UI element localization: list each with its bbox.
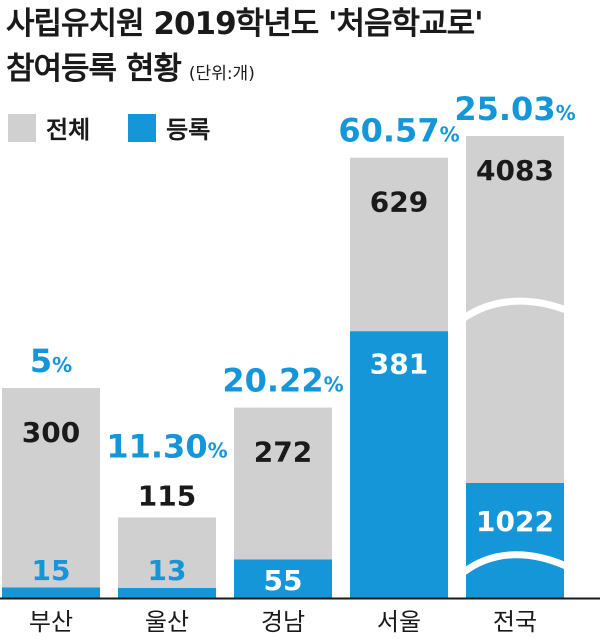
legend-item-registered: 등록 [128,110,210,145]
axis-break-lower [461,551,568,575]
category-label-0: 부산 [29,608,73,636]
legend-label-registered: 등록 [166,116,211,144]
unit-label: (단위:개) [188,64,255,84]
axis-break-upper [462,297,568,321]
registered-value-label-3: 381 [370,347,428,380]
legend-label-total: 전체 [46,116,91,144]
legend-item-total: 전체 [8,110,90,145]
bar-total-1 [118,517,216,598]
percent-label-2: 20.22% [222,362,343,400]
percent-label-0: 5% [30,342,72,380]
total-value-label-4: 4083 [476,154,554,187]
registered-value-label-4: 1022 [476,505,554,538]
category-label-4: 전국 [493,608,537,636]
registered-value-label-0: 15 [32,554,71,587]
legend: 전체 등록 [8,110,234,145]
title-line-2: 참여등록 현황 (단위:개) [6,47,483,97]
total-value-label-1: 115 [138,480,196,513]
title-line-2-text: 참여등록 현황 [6,51,182,87]
bar-registered-1 [118,588,216,598]
registered-value-label-1: 13 [148,554,187,587]
percent-label-1: 11.30% [106,428,227,466]
registered-value-label-2: 55 [264,564,303,597]
total-value-label-0: 300 [22,416,80,449]
total-value-label-2: 272 [254,436,312,469]
bar-registered-4 [466,483,564,598]
bar-total-0 [2,388,100,598]
chart-title: 사립유치원 2019학년도 '처음학교로' 참여등록 현황 (단위:개) [6,2,484,97]
bar-registered-0 [2,587,100,598]
percent-label-3: 60.57% [338,112,459,150]
title-line-1: 사립유치원 2019학년도 '처음학교로' [6,6,484,42]
category-label-3: 서울 [377,608,421,636]
percent-label-4: 25.03% [454,90,575,128]
legend-swatch-total [8,113,36,142]
bar-registered-3 [350,331,448,598]
total-value-label-3: 629 [370,186,428,219]
category-label-1: 울산 [145,608,189,636]
bar-registered-2 [234,559,332,598]
category-label-2: 경남 [261,608,305,636]
legend-swatch-registered [128,113,157,142]
